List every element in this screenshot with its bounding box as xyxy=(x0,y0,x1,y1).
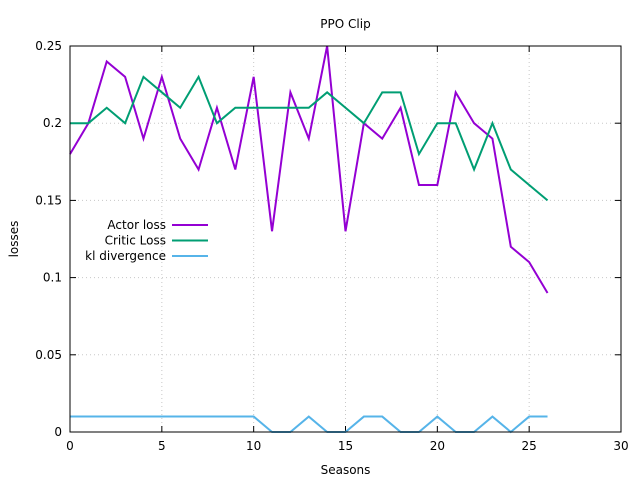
x-tick-label: 25 xyxy=(522,439,537,453)
y-tick-label: 0 xyxy=(54,425,62,439)
y-tick-label: 0.05 xyxy=(35,348,62,362)
y-axis-title: losses xyxy=(7,221,21,258)
legend-label-actor-loss: Actor loss xyxy=(107,218,166,232)
x-tick-label: 30 xyxy=(613,439,628,453)
x-tick-label: 20 xyxy=(430,439,445,453)
chart-title: PPO Clip xyxy=(320,17,370,31)
series-line-actor-loss xyxy=(69,45,549,294)
series-line-kl-divergence xyxy=(70,415,548,434)
legend-label-kl-divergence: kl divergence xyxy=(85,249,166,263)
x-tick-label: 5 xyxy=(158,439,166,453)
grid xyxy=(70,46,621,432)
x-axis-title: Seasons xyxy=(321,463,371,477)
y-tick-label: 0.15 xyxy=(35,193,62,207)
y-tick-label: 0.1 xyxy=(43,271,62,285)
series-line-critic-loss xyxy=(70,74,549,202)
y-tick-label: 0.2 xyxy=(43,116,62,130)
x-tick-label: 0 xyxy=(66,439,74,453)
legend-label-critic-loss: Critic Loss xyxy=(105,234,166,248)
y-tick-label: 0.25 xyxy=(35,39,62,53)
plot-frame xyxy=(69,45,622,433)
x-tick-label: 15 xyxy=(338,439,353,453)
x-tick-label: 10 xyxy=(246,439,261,453)
